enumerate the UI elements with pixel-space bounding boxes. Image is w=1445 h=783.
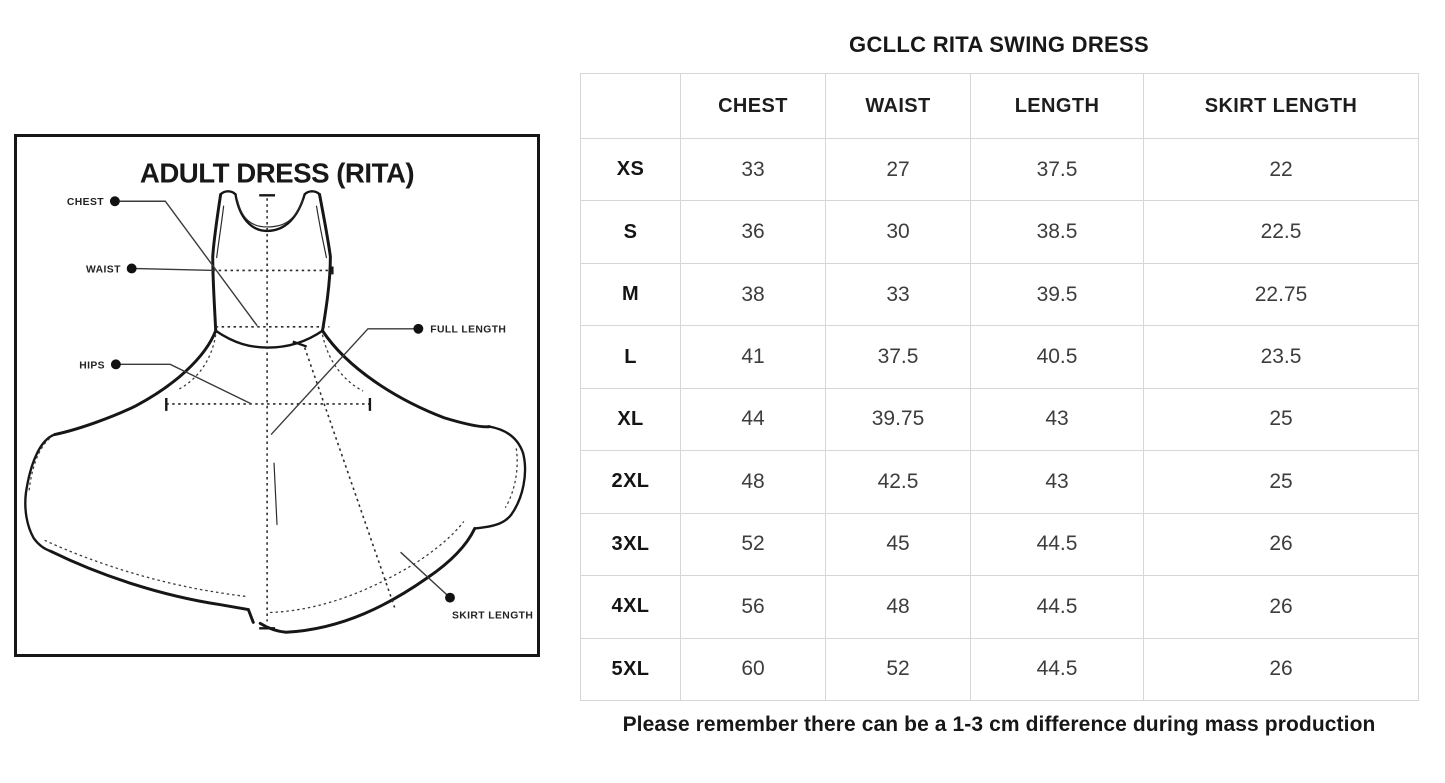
size-label: M	[580, 262, 681, 327]
measurement-cell: 44.5	[970, 637, 1144, 701]
measurement-cell: 60	[680, 637, 826, 701]
skirt-length-callout-dot	[445, 592, 455, 603]
size-column-header	[580, 73, 681, 139]
measurement-cell: 22	[1143, 137, 1419, 202]
measurement-cell: 25	[1143, 450, 1419, 514]
size-label: S	[580, 200, 681, 264]
full-length-label: FULL LENGTH	[430, 325, 506, 336]
measurement-cell: 27	[825, 137, 971, 202]
dress-diagram-panel: ADULT DRESS (RITA)	[14, 134, 540, 657]
column-header: WAIST	[825, 73, 971, 139]
table-body: XS 33 27 37.5 22 S 36 30 38.5 22.5 M 38 33 39.5 22.75 L…	[580, 137, 1419, 701]
chest-callout-dot	[109, 196, 120, 207]
measurement-cell: 26	[1143, 637, 1419, 701]
measurement-cell: 26	[1143, 512, 1419, 577]
measurement-cell: 22.5	[1143, 200, 1419, 264]
full-length-callout-dot	[413, 323, 424, 334]
size-label: 2XL	[580, 450, 681, 514]
measurement-cell: 48	[825, 575, 971, 639]
table-row: L 41 37.5 40.5 23.5	[580, 325, 1419, 389]
callouts: CHEST WAIST HIPS FULL LENGTH SKIRT LENGT…	[67, 196, 533, 621]
measurement-lines	[165, 194, 396, 630]
measurement-cell: 43	[970, 450, 1144, 514]
measurement-cell: 52	[680, 512, 826, 577]
footnote: Please remember there can be a 1-3 cm di…	[622, 713, 1376, 736]
measurement-cell: 48	[680, 450, 826, 514]
measurement-cell: 45	[825, 512, 971, 577]
size-label: 3XL	[580, 512, 681, 577]
measurement-cell: 38.5	[970, 200, 1144, 264]
size-chart-table: CHEST WAIST LENGTH SKIRT LENGTH XS 33 27 37.5 2…	[580, 73, 1419, 701]
measurement-cell: 33	[825, 262, 971, 327]
measurement-cell: 41	[680, 325, 826, 389]
measurement-cell: 23.5	[1143, 325, 1419, 389]
table-row: M 38 33 39.5 22.75	[580, 262, 1419, 327]
measurement-cell: 44.5	[970, 512, 1144, 577]
measurement-cell: 44	[680, 387, 826, 452]
hips-label: HIPS	[79, 360, 105, 371]
measurement-cell: 39.75	[825, 387, 971, 452]
size-label: 5XL	[580, 637, 681, 701]
column-header: CHEST	[680, 73, 826, 139]
size-chart-title: GCLLC RITA SWING DRESS	[849, 32, 1149, 57]
measurement-cell: 25	[1143, 387, 1419, 452]
dress-diagram: ADULT DRESS (RITA)	[24, 157, 533, 634]
measurement-cell: 26	[1143, 575, 1419, 639]
measurement-cell: 52	[825, 637, 971, 701]
measurement-cell: 22.75	[1143, 262, 1419, 327]
measurement-cell: 43	[970, 387, 1144, 452]
measurement-cell: 37.5	[970, 137, 1144, 202]
size-label: XL	[580, 387, 681, 452]
measurement-cell: 38	[680, 262, 826, 327]
chest-label: CHEST	[67, 197, 104, 208]
table-row: XL 44 39.75 43 25	[580, 387, 1419, 452]
waist-label: WAIST	[86, 264, 121, 275]
column-header: LENGTH	[970, 73, 1144, 139]
measurement-cell: 40.5	[970, 325, 1144, 389]
measurement-cell: 37.5	[825, 325, 971, 389]
dress-skirt	[24, 329, 527, 634]
measurement-cell: 39.5	[970, 262, 1144, 327]
dress-bodice	[211, 190, 332, 349]
size-label: XS	[580, 137, 681, 202]
skirt-length-line	[303, 347, 396, 608]
size-label: 4XL	[580, 575, 681, 639]
table-row: 3XL 52 45 44.5 26	[580, 512, 1419, 577]
column-header: SKIRT LENGTH	[1143, 73, 1419, 139]
waist-callout-dot	[126, 263, 137, 274]
measurement-cell: 30	[825, 200, 971, 264]
table-row: XS 33 27 37.5 22	[580, 137, 1419, 202]
skirt-length-label: SKIRT LENGTH	[452, 610, 533, 621]
measurement-cell: 33	[680, 137, 826, 202]
table-row: S 36 30 38.5 22.5	[580, 200, 1419, 264]
hips-callout-dot	[110, 359, 121, 370]
measurement-cell: 42.5	[825, 450, 971, 514]
table-row: 5XL 60 52 44.5 26	[580, 637, 1419, 701]
diagram-title: ADULT DRESS (RITA)	[140, 157, 414, 188]
table-row: 4XL 56 48 44.5 26	[580, 575, 1419, 639]
size-label: L	[580, 325, 681, 389]
header-row: CHEST WAIST LENGTH SKIRT LENGTH	[580, 73, 1419, 139]
measurement-cell: 56	[680, 575, 826, 639]
table-row: 2XL 48 42.5 43 25	[580, 450, 1419, 514]
measurement-cell: 44.5	[970, 575, 1144, 639]
measurement-cell: 36	[680, 200, 826, 264]
